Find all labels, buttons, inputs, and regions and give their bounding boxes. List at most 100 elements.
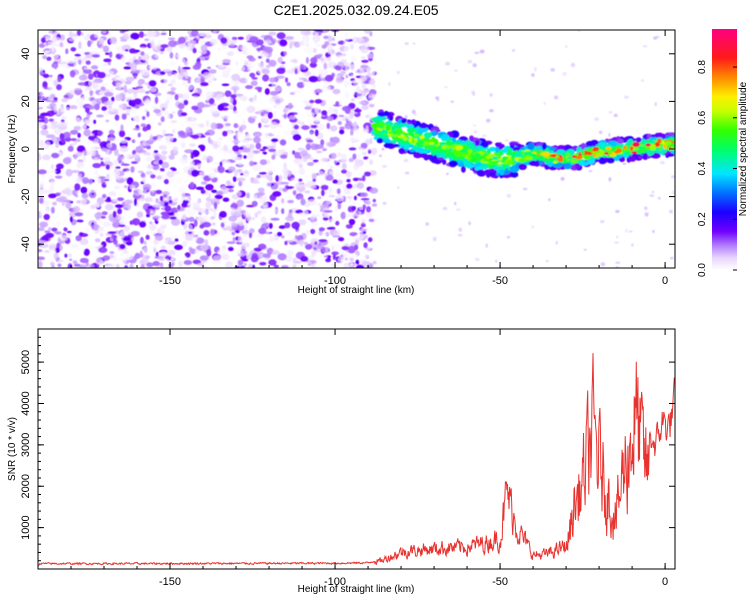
noise-cell — [70, 47, 77, 52]
signal-cell — [649, 137, 657, 142]
y-tick-label: 3000 — [20, 433, 32, 457]
noise-cell — [292, 189, 297, 196]
noise-cell — [161, 122, 166, 127]
noise-cell — [150, 190, 157, 197]
noise-cell — [207, 77, 211, 81]
noise-cell — [116, 197, 125, 201]
noise-cell — [91, 54, 100, 58]
noise-cell — [49, 74, 53, 78]
signal-cell — [510, 171, 519, 178]
noise-cell — [221, 83, 230, 87]
noise-cell — [120, 55, 127, 63]
noise-cell — [259, 99, 264, 107]
noise-cell — [360, 64, 369, 69]
noise-cell — [232, 145, 240, 152]
noise-cell — [151, 136, 159, 140]
noise-cell — [245, 85, 253, 90]
noise-cell — [473, 130, 478, 134]
noise-cell — [304, 46, 314, 54]
noise-cell — [116, 263, 120, 268]
figure-title: C2E1.2025.032.09.24.E05 — [273, 2, 438, 18]
noise-cell — [367, 149, 372, 154]
noise-cell — [237, 44, 246, 51]
noise-cell — [178, 260, 183, 268]
noise-cell — [268, 259, 277, 266]
noise-cell — [323, 35, 330, 40]
noise-cell — [259, 200, 264, 204]
signal-cell — [586, 140, 594, 147]
noise-cell — [361, 218, 366, 224]
noise-cell — [47, 169, 57, 174]
noise-cell — [293, 212, 298, 217]
noise-cell — [337, 202, 342, 210]
noise-cell — [277, 123, 283, 129]
noise-cell — [50, 163, 55, 170]
noise-cell — [237, 113, 242, 117]
noise-cell — [69, 105, 78, 110]
noise-cell — [68, 166, 75, 170]
noise-cell — [197, 216, 203, 222]
signal-cell — [474, 145, 484, 151]
noise-cell — [258, 56, 262, 59]
noise-cell — [315, 32, 319, 36]
noise-cell — [333, 160, 338, 164]
noise-cell — [324, 74, 334, 82]
noise-cell — [201, 221, 212, 228]
noise-cell — [89, 149, 97, 157]
noise-cell — [57, 263, 62, 268]
noise-cell — [251, 77, 258, 80]
noise-cell — [231, 73, 241, 82]
noise-cell — [652, 230, 655, 233]
noise-cell — [284, 77, 289, 83]
noise-cell — [98, 247, 108, 253]
noise-cell — [94, 229, 100, 234]
noise-cell — [55, 231, 62, 235]
noise-cell — [242, 230, 249, 238]
noise-cell — [271, 81, 278, 88]
noise-cell — [78, 97, 85, 104]
noise-cell — [250, 80, 258, 87]
noise-cell — [112, 210, 117, 218]
noise-cell — [106, 196, 111, 202]
noise-cell — [273, 264, 279, 268]
noise-cell — [327, 56, 332, 62]
noise-cell — [161, 150, 168, 155]
noise-cell — [368, 43, 376, 46]
noise-cell — [154, 102, 161, 109]
noise-cell — [127, 141, 132, 147]
noise-cell — [403, 158, 409, 163]
noise-cell — [335, 101, 340, 107]
noise-cell — [360, 228, 369, 232]
signal-peak-cell — [432, 139, 438, 143]
noise-cell — [211, 263, 217, 268]
noise-cell — [242, 118, 246, 126]
noise-cell — [142, 183, 152, 191]
noise-cell — [79, 232, 84, 236]
noise-cell — [309, 62, 317, 68]
noise-cell — [97, 130, 102, 137]
noise-cell — [222, 130, 228, 137]
signal-cell — [506, 148, 513, 154]
noise-cell — [146, 213, 150, 218]
noise-cell — [256, 66, 262, 74]
noise-cell — [261, 68, 270, 75]
noise-cell — [271, 165, 281, 173]
noise-cell — [63, 40, 68, 46]
noise-cell — [150, 58, 154, 66]
noise-cell — [300, 30, 310, 36]
noise-cell — [232, 237, 236, 242]
noise-cell — [86, 86, 93, 91]
signal-peak-cell — [648, 140, 656, 144]
noise-cell — [308, 75, 318, 83]
noise-cell — [343, 46, 352, 54]
noise-cell — [42, 81, 48, 88]
signal-cell — [448, 160, 458, 167]
noise-cell — [189, 181, 195, 189]
noise-cell — [272, 190, 282, 197]
noise-cell — [92, 162, 102, 169]
noise-cell — [105, 164, 110, 170]
noise-cell — [281, 208, 285, 215]
noise-cell — [184, 73, 189, 79]
noise-cell — [145, 91, 150, 94]
noise-cell — [125, 126, 129, 134]
